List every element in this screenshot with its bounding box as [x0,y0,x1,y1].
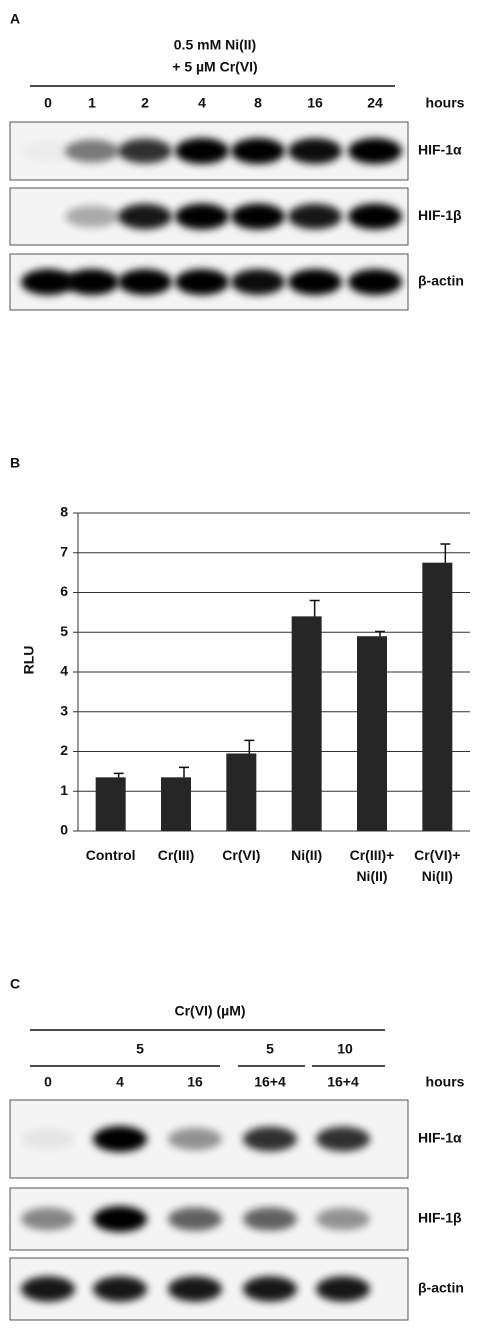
y-tick-label: 1 [60,782,68,798]
y-axis-label: RLU [21,646,37,675]
y-tick-label: 2 [60,742,68,758]
bar [226,753,256,831]
page: A 0.5 mM Ni(II) + 5 µM Cr(VI) hours B RL… [0,0,482,1334]
lane-label: 24 [367,95,383,111]
band [175,204,229,230]
blot-label: HIF-1β [418,1210,462,1226]
blot-label: β-actin [418,1280,464,1296]
dose: 5 [266,1041,274,1057]
band [93,1206,147,1232]
blot-label: HIF-1α [418,1130,462,1146]
band [65,206,119,228]
y-tick-label: 8 [60,504,68,520]
lane-label: 1 [88,95,96,111]
treatment: Cr(VI) (µM) [174,1003,245,1019]
band [175,269,229,295]
x-tick-label: Cr(VI) [206,845,276,866]
band [93,1126,147,1152]
unit: hours [426,95,465,111]
dose: 10 [337,1041,353,1057]
band [348,138,402,164]
panel-label: B [10,455,20,471]
lane-label: 16+4 [327,1074,359,1090]
band [348,269,402,295]
panel-label: C [10,976,20,992]
lane-label: 16 [307,95,323,111]
band [168,1276,222,1301]
y-tick-label: 5 [60,623,68,639]
band [93,1276,147,1301]
x-tick-label: Cr(III)+ Ni(II) [337,845,407,887]
blot-label: HIF-1β [418,207,462,223]
bar [422,563,452,831]
unit: hours [426,1074,465,1090]
bar [292,616,322,831]
lane-label: 4 [116,1074,124,1090]
band [21,1208,75,1231]
error-bar [440,544,450,563]
lane-label: 0 [44,1074,52,1090]
band [231,138,285,164]
band [65,269,119,295]
bar [161,777,191,831]
figure: A 0.5 mM Ni(II) + 5 µM Cr(VI) hours B RL… [0,0,482,1334]
lane-label: 2 [141,95,149,111]
band [231,269,285,295]
band [316,1276,370,1301]
band [231,204,285,230]
x-tick-label: Cr(VI)+ Ni(II) [402,845,472,887]
panel-label: A [10,11,20,27]
band [175,138,229,164]
band [168,1128,222,1150]
x-tick-label: Cr(III) [141,845,211,866]
lane-label: 4 [198,95,206,111]
band [118,139,172,164]
band [243,1276,297,1301]
treatment: + 5 µM Cr(VI) [172,59,257,75]
band [316,1208,370,1230]
dose: 5 [136,1041,144,1057]
error-bar [114,773,124,777]
lane-label: 8 [254,95,262,111]
y-tick-label: 6 [60,583,68,599]
band [21,1276,75,1301]
lane-label: 16 [187,1074,203,1090]
band [65,140,119,163]
error-bar [375,631,385,636]
band [288,269,342,295]
band [168,1207,222,1231]
y-tick-label: 0 [60,822,68,838]
band [243,1207,297,1231]
y-tick-label: 3 [60,702,68,718]
y-tick-label: 7 [60,543,68,559]
band [118,269,172,295]
y-tick-label: 4 [60,663,68,679]
lane-label: 16+4 [254,1074,286,1090]
x-tick-label: Ni(II) [272,845,342,866]
error-bar [310,600,320,616]
bar [357,636,387,831]
x-tick-label: Control [76,845,146,866]
band [316,1127,370,1152]
band [118,204,172,229]
error-bar [179,767,189,777]
band [21,1129,75,1149]
blot-label: HIF-1α [418,142,462,158]
band [288,204,342,229]
treatment: 0.5 mM Ni(II) [174,37,256,53]
band [243,1127,297,1152]
blot-label: β-actin [418,273,464,289]
bar [96,777,126,831]
band [348,204,402,230]
lane-label: 0 [44,95,52,111]
band [288,138,342,164]
